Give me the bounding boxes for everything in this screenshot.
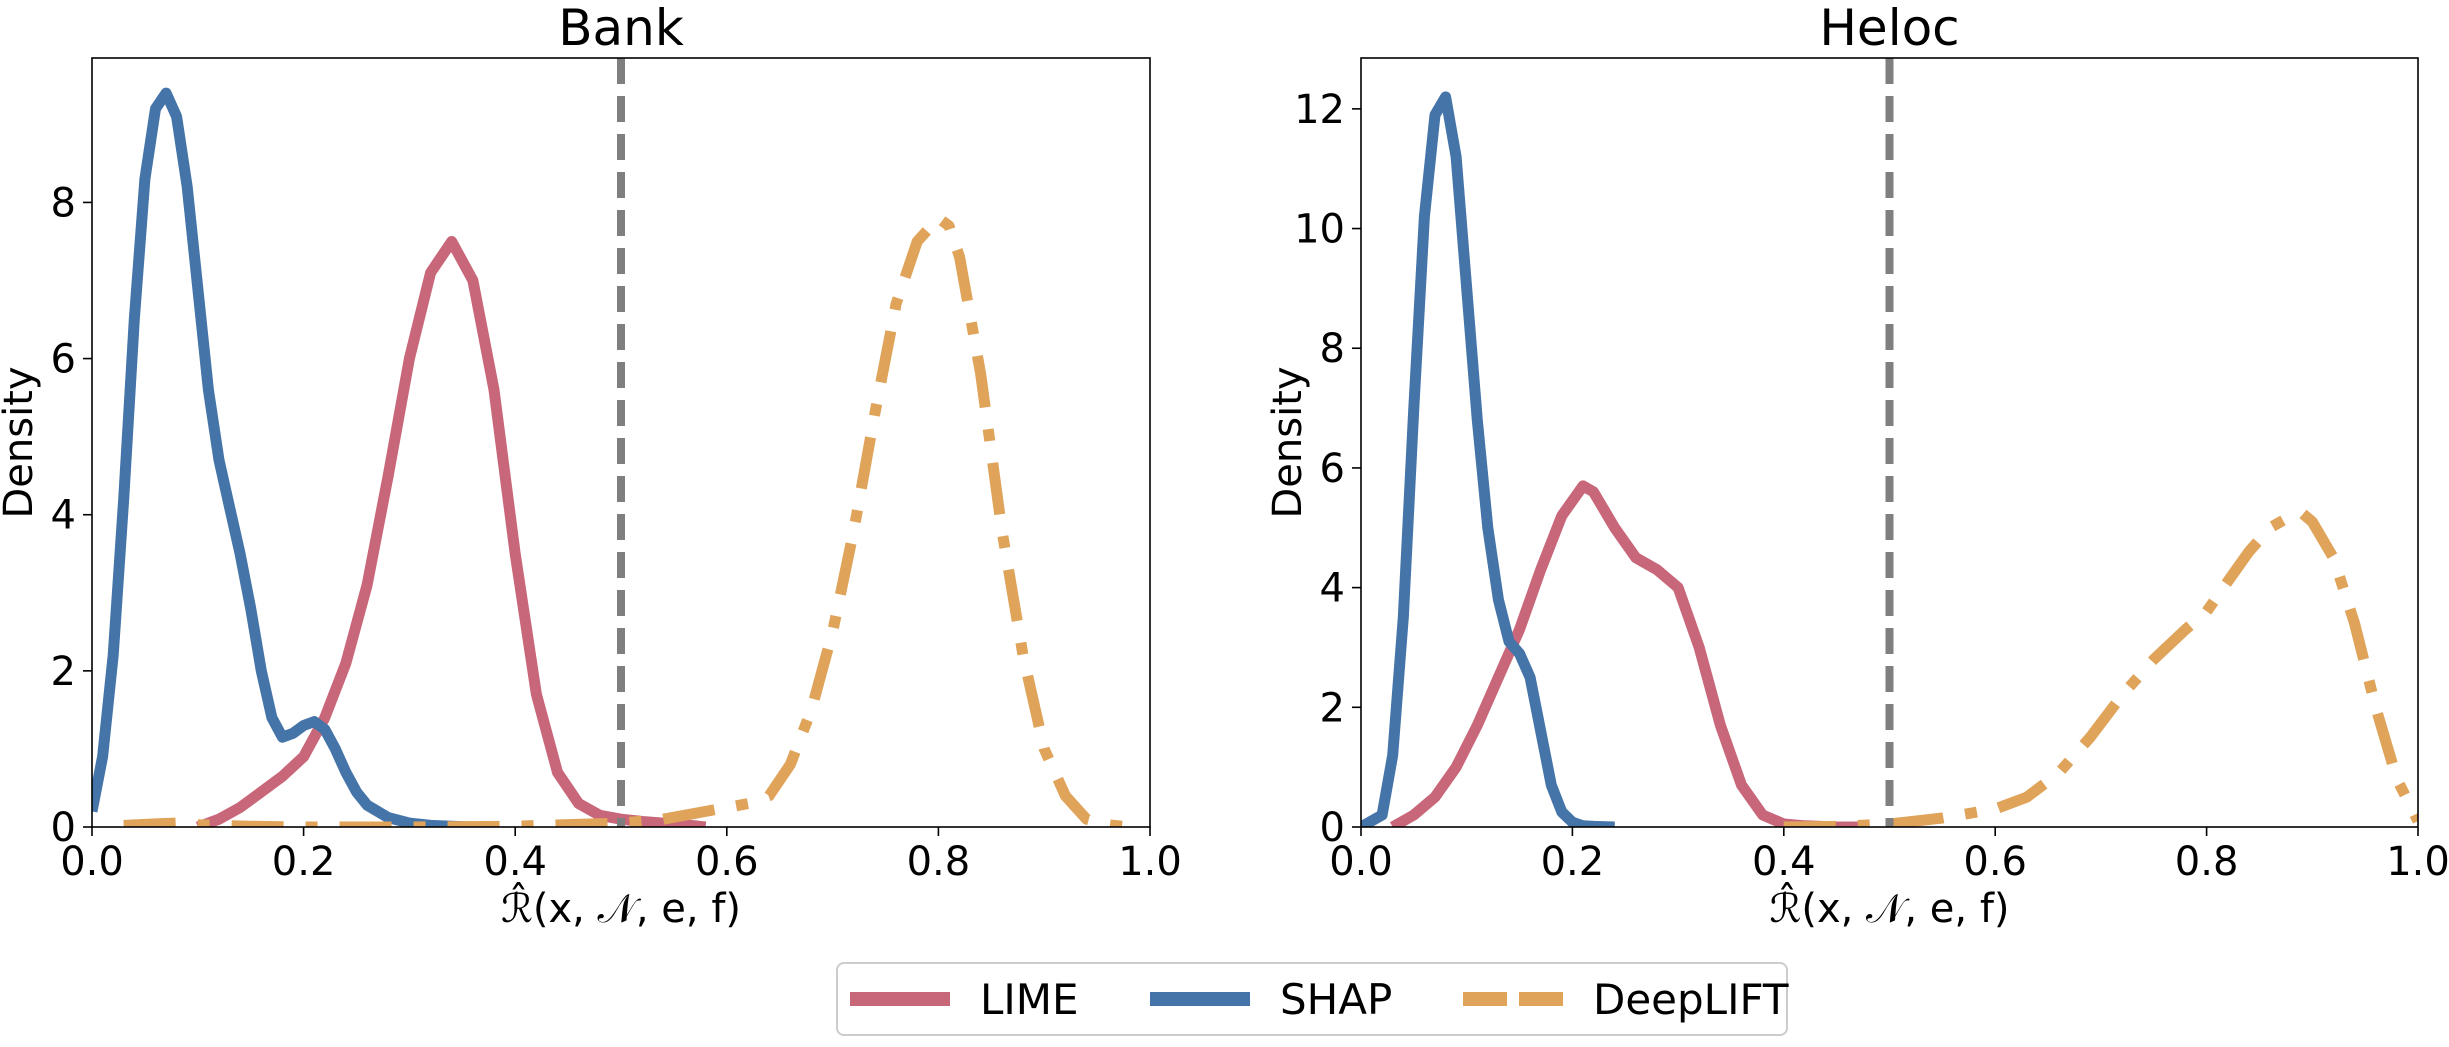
legend-label-shap: SHAP	[1280, 974, 1393, 1024]
heloc-xlabel: ℛ̂(x, 𝒩, e, f)	[1769, 882, 2009, 932]
bank-ytick-label: 8	[51, 180, 76, 226]
legend-swatch-shap	[1150, 992, 1250, 1006]
bank-ytick-label: 2	[51, 649, 76, 695]
heloc-xtick-label: 0.4	[1752, 839, 1816, 885]
bank-series-deeplift	[123, 212, 1130, 827]
heloc-series-deeplift	[1783, 507, 2418, 827]
bank-xtick-label: 1.0	[1118, 839, 1182, 885]
bank-xtick-label: 0.0	[60, 839, 124, 885]
heloc-xtick-label: 0.8	[2175, 839, 2239, 885]
bank-axes-frame	[91, 57, 1151, 828]
heloc-ytick-label: 2	[1320, 685, 1345, 731]
bank-chart-title: Bank	[558, 0, 684, 57]
legend-item-deeplift: DeepLIFT	[1463, 964, 1789, 1034]
bank-xtick-label: 0.6	[695, 839, 759, 885]
bank-xlabel: ℛ̂(x, 𝒩, e, f)	[501, 882, 741, 932]
heloc-density-chart: Heloc 0.0 0.2 0.4 0.6 0.8 1.0 0 2 4 6 8 10 12 Density ℛ…	[1265, 0, 2449, 932]
bank-ytick-label: 4	[51, 493, 76, 539]
heloc-ytick-label: 6	[1320, 446, 1345, 492]
legend-swatch-lime	[850, 992, 950, 1006]
heloc-series-lime	[1389, 480, 1869, 827]
heloc-chart-title: Heloc	[1819, 0, 1959, 57]
heloc-ytick-label: 10	[1294, 207, 1345, 253]
legend-label-lime: LIME	[980, 974, 1079, 1024]
heloc-ytick-label: 8	[1320, 326, 1345, 372]
heloc-ytick-label: 4	[1320, 566, 1345, 612]
heloc-ytick-label: 12	[1294, 87, 1345, 133]
legend-label-deeplift: DeepLIFT	[1593, 974, 1789, 1024]
bank-density-chart: Bank 0.0 0.2 0.4 0.6 0.8 1.0 0 2 4 6 8 Density ℛ̂(x, …	[0, 0, 1182, 932]
heloc-xtick-label: 0.2	[1541, 839, 1605, 885]
bank-ytick-label: 0	[51, 805, 76, 851]
bank-ylabel: Density	[0, 366, 42, 518]
heloc-xtick-label: 0.0	[1329, 839, 1393, 885]
bank-ytick-label: 6	[51, 337, 76, 383]
heloc-xtick-label: 1.0	[2386, 839, 2449, 885]
bank-xtick-label: 0.8	[907, 839, 971, 885]
heloc-ylabel: Density	[1265, 366, 1311, 518]
bank-xtick-label: 0.4	[483, 839, 547, 885]
heloc-axes-frame	[1360, 57, 2419, 828]
heloc-ytick-label: 0	[1320, 805, 1345, 851]
heloc-xtick-label: 0.6	[1963, 839, 2027, 885]
bank-xtick-label: 0.2	[272, 839, 336, 885]
heloc-series-shap	[1361, 91, 1615, 827]
bank-series-shap	[92, 87, 474, 827]
legend-item-shap: SHAP	[1150, 964, 1392, 1034]
legend-item-lime: LIME	[850, 964, 1079, 1034]
bank-series-lime	[195, 236, 707, 827]
legend: LIME SHAP DeepLIFT	[836, 962, 1789, 1036]
legend-swatch-deeplift	[1463, 992, 1563, 1006]
